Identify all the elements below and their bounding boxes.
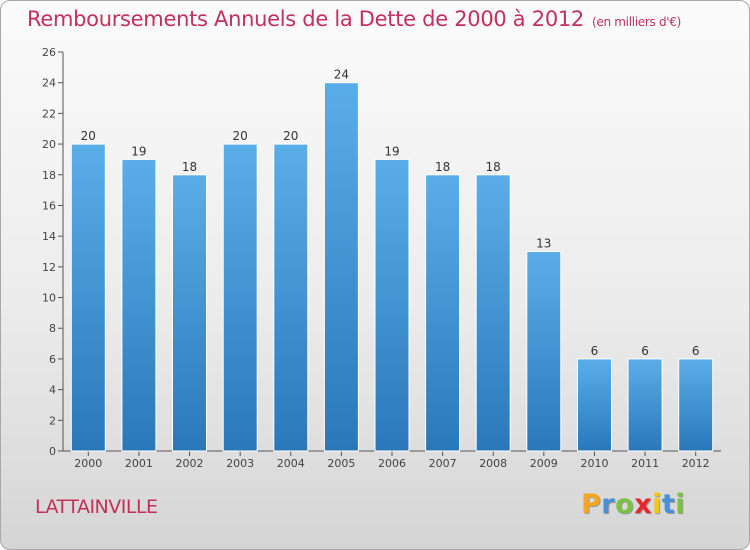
- logo-letter: t: [661, 489, 676, 520]
- logo-letter: r: [601, 489, 616, 520]
- x-tick-label: 2008: [479, 457, 507, 470]
- y-tick-label: 16: [42, 199, 56, 212]
- bar: [222, 143, 258, 452]
- chart-subtitle: (en milliers d'€): [592, 15, 682, 29]
- chart-title: Remboursements Annuels de la Dette de 20…: [27, 7, 681, 31]
- logo-letter: o: [615, 489, 635, 520]
- bar: [678, 358, 714, 452]
- proxiti-logo[interactable]: Proxiti: [581, 489, 685, 520]
- x-tick-label: 2000: [74, 457, 102, 470]
- y-tick-label: 26: [42, 46, 56, 59]
- bar: [323, 82, 359, 452]
- bar: [526, 251, 562, 452]
- bar: [121, 158, 157, 452]
- bar-value-label: 6: [591, 344, 599, 358]
- bar-value-label: 18: [435, 160, 450, 174]
- bar-value-label: 20: [283, 129, 298, 143]
- bar-value-label: 18: [182, 160, 197, 174]
- y-tick-label: 18: [42, 169, 56, 182]
- y-tick-label: 6: [49, 353, 56, 366]
- logo-letter: x: [634, 489, 653, 520]
- x-tick-label: 2004: [277, 457, 305, 470]
- x-tick-label: 2011: [631, 457, 659, 470]
- y-tick-label: 24: [42, 77, 56, 90]
- logo-letter: P: [581, 489, 602, 520]
- y-tick-label: 0: [49, 445, 56, 458]
- x-tick-label: 2005: [327, 457, 355, 470]
- bar-value-label: 24: [334, 68, 349, 82]
- y-tick-label: 2: [49, 414, 56, 427]
- bar-value-label: 18: [486, 160, 501, 174]
- x-tick-label: 2001: [125, 457, 153, 470]
- x-tick-label: 2007: [429, 457, 457, 470]
- x-tick-label: 2003: [226, 457, 254, 470]
- x-tick-label: 2006: [378, 457, 406, 470]
- bar-value-label: 20: [81, 129, 96, 143]
- y-tick-label: 12: [42, 261, 56, 274]
- y-tick-label: 20: [42, 138, 56, 151]
- y-tick-label: 10: [42, 292, 56, 305]
- place-name: LATTAINVILLE: [35, 496, 158, 518]
- bar-value-label: 19: [131, 144, 146, 158]
- bar-value-label: 19: [384, 144, 399, 158]
- y-tick-label: 22: [42, 107, 56, 120]
- bar: [70, 143, 106, 452]
- x-tick-label: 2002: [176, 457, 204, 470]
- bar-value-label: 13: [536, 237, 551, 251]
- bar: [425, 174, 461, 452]
- y-tick-label: 8: [49, 322, 56, 335]
- bar-value-label: 20: [233, 129, 248, 143]
- x-tick-label: 2010: [581, 457, 609, 470]
- bar: [172, 174, 207, 452]
- chart-title-text: Remboursements Annuels de la Dette de 20…: [27, 7, 584, 31]
- x-tick-label: 2012: [682, 457, 710, 470]
- bar: [475, 174, 511, 452]
- y-tick-label: 14: [42, 230, 56, 243]
- bar: [374, 158, 410, 452]
- bar: [273, 143, 309, 452]
- bar-value-label: 6: [692, 344, 700, 358]
- bar: [627, 358, 663, 452]
- bar: [577, 358, 612, 452]
- bars: 20 19 18 20 20 24 19 18 18 13 6 6 6: [70, 68, 714, 452]
- logo-letter: i: [652, 489, 662, 520]
- bar-value-label: 6: [641, 344, 649, 358]
- logo-letter: i: [675, 489, 686, 520]
- y-tick-label: 4: [49, 384, 56, 397]
- x-tick-label: 2009: [530, 457, 558, 470]
